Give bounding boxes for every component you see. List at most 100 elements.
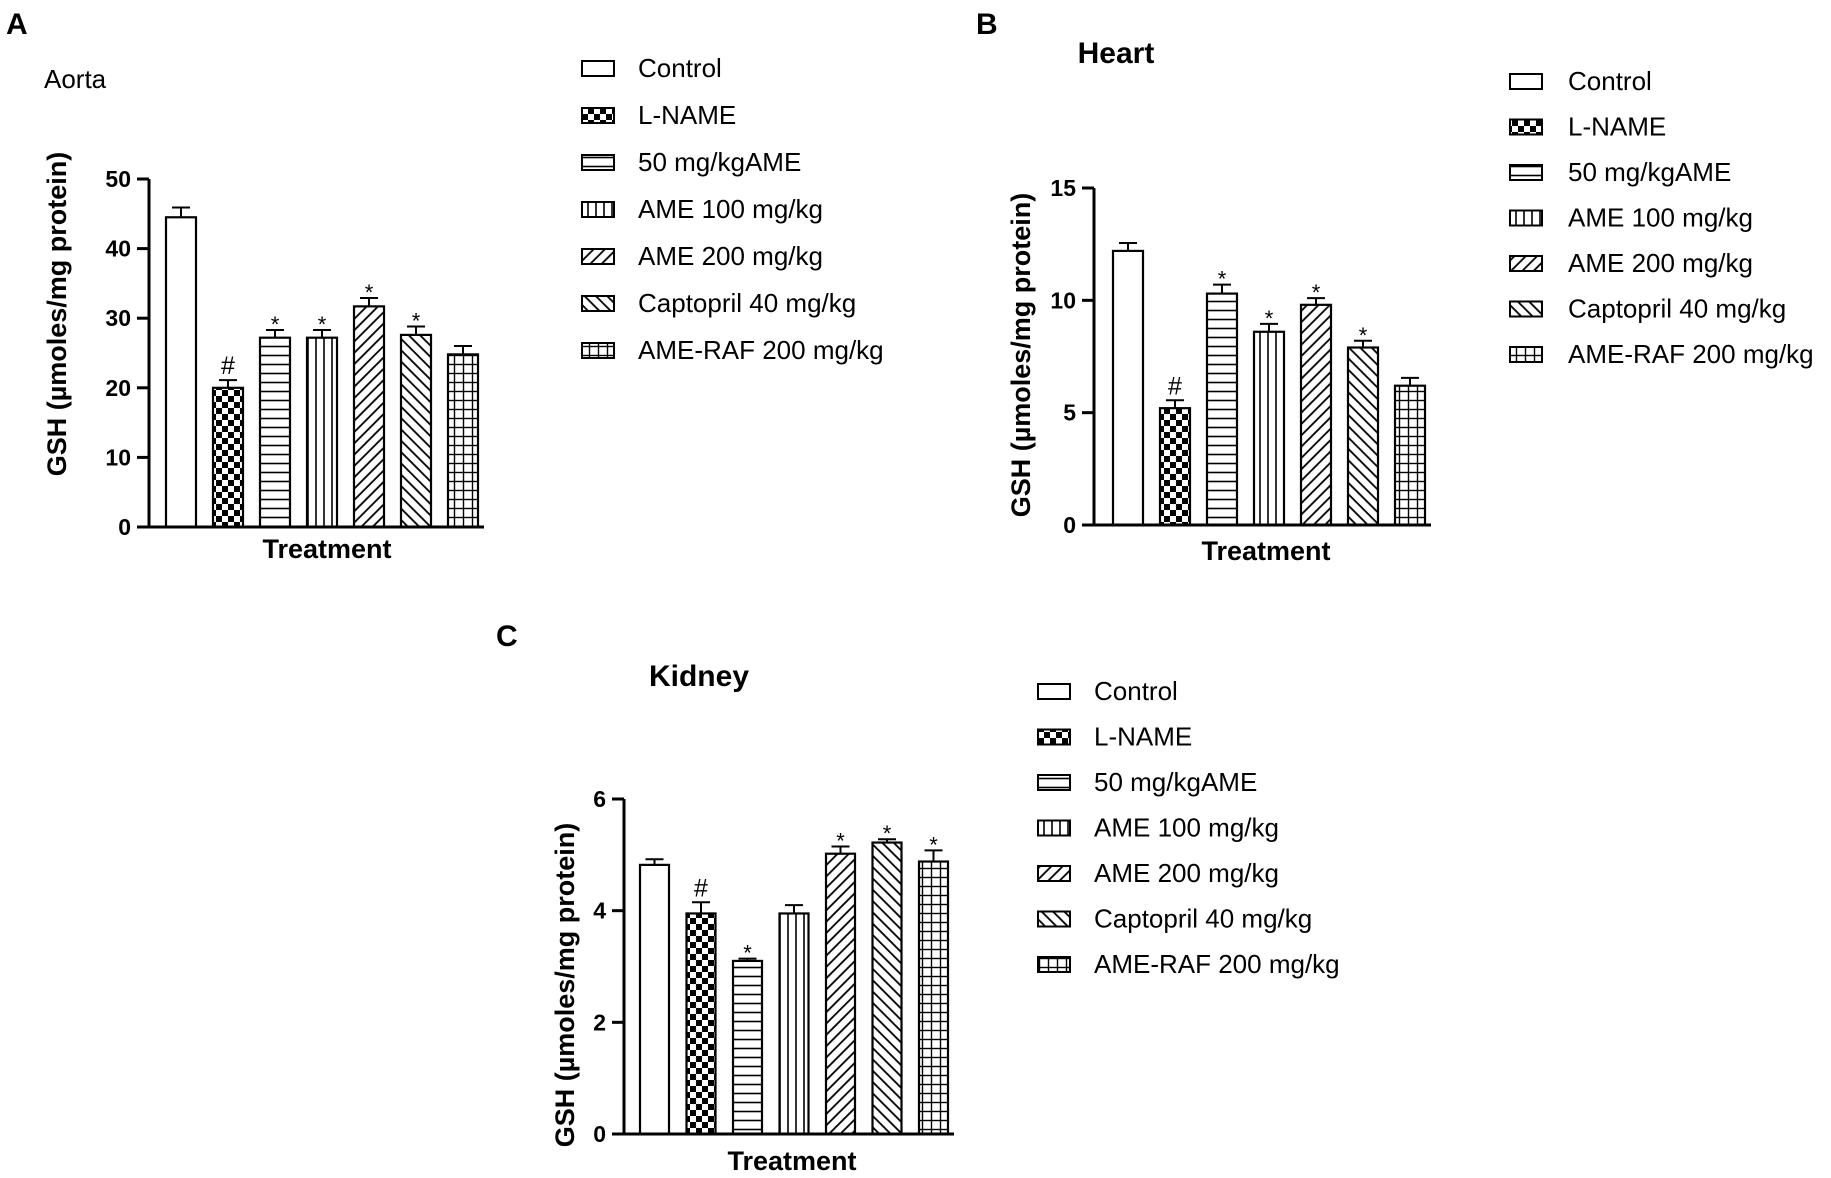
legend-label: AME 100 mg/kg xyxy=(1094,813,1279,843)
bar-group: # * * * * xyxy=(164,206,480,529)
legend: Control L-NAME 50 mg/kgAME AME 100 mg/kg AME… xyxy=(1037,676,1340,979)
legend-label: AME 200 mg/kg xyxy=(1568,248,1753,278)
pattern-checker-icon xyxy=(1509,118,1543,136)
bar xyxy=(685,912,717,1136)
y-tick-label: 4 xyxy=(593,898,606,924)
pattern-blank-icon xyxy=(1037,683,1071,700)
legend-label: Captopril 40 mg/kg xyxy=(1094,904,1312,934)
pattern-diagonal-up-icon xyxy=(581,248,615,265)
pattern-diagonal-down-icon xyxy=(581,295,615,312)
bar xyxy=(1205,292,1239,527)
legend-label: 50 mg/kgAME xyxy=(1568,157,1731,187)
y-tick-label: 0 xyxy=(1063,512,1076,538)
bar xyxy=(1111,249,1145,527)
pattern-grid-icon xyxy=(581,342,615,359)
x-axis-label: Treatment xyxy=(727,1146,856,1176)
bar xyxy=(1252,330,1286,527)
bar xyxy=(211,386,245,529)
legend: Control L-NAME 50 mg/kgAME AME 100 mg/kg AME… xyxy=(1509,66,1814,369)
significance-marker: * xyxy=(1312,280,1321,305)
significance-marker: * xyxy=(271,312,280,337)
bar xyxy=(917,860,950,1136)
legend-label: AME 100 mg/kg xyxy=(638,194,823,224)
pattern-checker-icon xyxy=(1037,728,1071,746)
bar-group: # * * * * xyxy=(638,821,950,1136)
legend-label: Control xyxy=(1094,676,1178,706)
legend-label: L-NAME xyxy=(1094,722,1192,752)
significance-marker: # xyxy=(221,352,235,380)
tick-group: 0 10 20 30 40 50 xyxy=(105,166,484,540)
y-axis-label: GSH (µmoles/mg protein) xyxy=(550,823,580,1148)
pattern-grid-icon xyxy=(1037,956,1071,973)
legend-label: 50 mg/kgAME xyxy=(1094,767,1257,797)
bar xyxy=(1393,384,1427,527)
y-tick-label: 30 xyxy=(105,305,131,331)
panel-letter-a: A xyxy=(6,8,28,41)
bar-group: # * * * * xyxy=(1111,242,1427,527)
pattern-checker-icon xyxy=(581,107,615,124)
pattern-blank-icon xyxy=(1509,73,1543,90)
y-tick-label: 40 xyxy=(105,236,131,262)
pattern-horizontal-lines-icon xyxy=(1509,164,1543,181)
pattern-horizontal-lines-icon xyxy=(581,154,615,171)
panel-letter-c: C xyxy=(496,620,518,653)
significance-marker: # xyxy=(694,874,708,902)
x-axis-label: Treatment xyxy=(262,534,391,564)
y-tick-label: 10 xyxy=(1050,287,1076,313)
bar xyxy=(638,863,671,1136)
chart-title: Aorta xyxy=(44,64,107,94)
y-tick-label: 2 xyxy=(593,1009,606,1035)
legend-label: Captopril 40 mg/kg xyxy=(1568,294,1786,324)
chart-title: Heart xyxy=(1078,37,1155,70)
bar xyxy=(871,841,903,1136)
pattern-vertical-lines-icon xyxy=(1509,209,1543,227)
significance-marker: * xyxy=(1218,267,1227,292)
legend-label: Control xyxy=(638,53,722,83)
pattern-horizontal-lines-icon xyxy=(1037,774,1071,791)
legend-label: AME 200 mg/kg xyxy=(1094,858,1279,888)
legend-label: AME-RAF 200 mg/kg xyxy=(1568,339,1814,369)
significance-marker: * xyxy=(883,821,892,846)
legend-label: Captopril 40 mg/kg xyxy=(638,288,856,318)
chart-title: Kidney xyxy=(649,660,749,693)
pattern-blank-icon xyxy=(581,60,615,77)
panel-letter-b: B xyxy=(976,8,998,41)
pattern-diagonal-down-icon xyxy=(1037,910,1071,928)
x-axis-label: Treatment xyxy=(1201,536,1330,566)
significance-marker: * xyxy=(318,312,327,337)
legend-label: Control xyxy=(1568,66,1652,96)
bar xyxy=(446,353,480,529)
significance-marker: * xyxy=(1359,323,1368,348)
pattern-vertical-lines-icon xyxy=(581,201,615,218)
pattern-diagonal-down-icon xyxy=(1509,300,1543,318)
significance-marker: * xyxy=(743,941,752,966)
y-tick-label: 15 xyxy=(1050,175,1076,201)
tick-group: 0 2 4 6 xyxy=(593,786,954,1147)
legend-label: AME-RAF 200 mg/kg xyxy=(638,335,884,365)
y-tick-label: 5 xyxy=(1063,400,1076,426)
legend-label: AME 200 mg/kg xyxy=(638,241,823,271)
significance-marker: * xyxy=(929,832,938,857)
chart-kidney: C Kidney GSH (µmoles/mg protein) Treatme… xyxy=(496,620,1340,1176)
bar xyxy=(352,305,386,529)
pattern-grid-icon xyxy=(1509,346,1543,363)
legend-label: L-NAME xyxy=(1568,112,1666,142)
significance-marker: # xyxy=(1168,372,1182,400)
legend: Control L-NAME 50 mg/kgAME AME 100 mg/kg AME… xyxy=(581,53,884,365)
bar xyxy=(778,912,810,1136)
significance-marker: * xyxy=(365,280,374,305)
y-tick-label: 20 xyxy=(105,375,131,401)
chart-heart: B Heart GSH (µmoles/mg protein) Treatmen… xyxy=(976,8,1814,566)
bar xyxy=(1299,303,1333,527)
bar xyxy=(305,336,339,529)
tick-group: 0 5 10 15 xyxy=(1050,175,1431,538)
pattern-vertical-lines-icon xyxy=(1037,819,1071,837)
y-axis-label: GSH (µmoles/mg protein) xyxy=(42,152,72,477)
legend-label: AME-RAF 200 mg/kg xyxy=(1094,949,1340,979)
y-tick-label: 6 xyxy=(593,786,606,812)
pattern-diagonal-up-icon xyxy=(1509,255,1543,272)
significance-marker: * xyxy=(1265,306,1274,331)
legend-label: L-NAME xyxy=(638,100,736,130)
legend-label: AME 100 mg/kg xyxy=(1568,203,1753,233)
bar xyxy=(164,216,198,529)
